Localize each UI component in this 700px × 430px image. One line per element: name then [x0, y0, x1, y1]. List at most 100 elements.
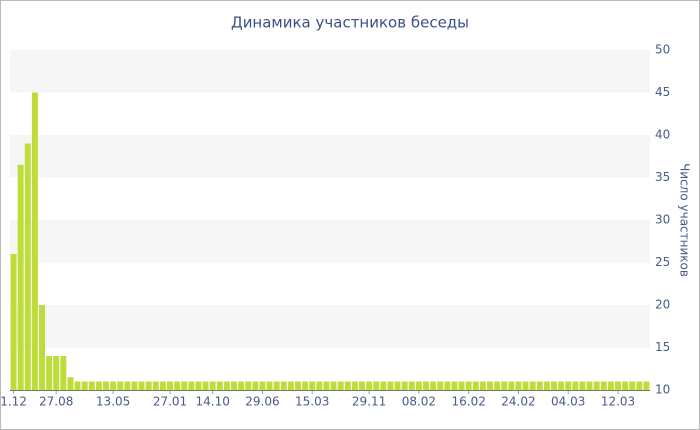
bar: [39, 305, 45, 390]
bar: [252, 381, 259, 390]
y-tick-label: 35: [655, 170, 670, 184]
x-tick-label: 16.02: [451, 395, 485, 409]
y-tick-label: 45: [655, 85, 670, 99]
bar: [558, 381, 565, 390]
bar: [67, 377, 74, 390]
bar: [124, 381, 131, 390]
bar: [209, 381, 216, 390]
bar: [117, 381, 124, 390]
bar: [280, 381, 287, 390]
bar: [287, 381, 294, 390]
y-tick-label: 50: [655, 43, 670, 57]
bar: [401, 381, 408, 390]
bar: [551, 381, 557, 390]
bar: [273, 381, 280, 390]
bar: [302, 381, 309, 390]
bar: [316, 381, 323, 390]
bar: [223, 381, 230, 390]
bar: [174, 381, 181, 390]
grid-band: [10, 305, 650, 348]
bar: [359, 381, 365, 390]
bar: [444, 381, 451, 390]
bar: [145, 381, 152, 390]
bar: [501, 381, 508, 390]
y-tick-label: 15: [655, 340, 670, 354]
bar: [465, 381, 472, 390]
bar: [394, 381, 401, 390]
x-tick-label: 08.02: [402, 395, 436, 409]
bar: [615, 381, 621, 390]
bar: [216, 381, 223, 390]
bar: [572, 381, 579, 390]
bar: [565, 381, 572, 390]
bar: [24, 143, 31, 390]
bar: [487, 381, 493, 390]
bar: [195, 381, 202, 390]
bar: [579, 381, 586, 390]
bar: [74, 381, 81, 390]
x-tick-label: 13.05: [96, 395, 130, 409]
bar: [472, 381, 479, 390]
bar: [515, 381, 522, 390]
bar: [607, 381, 614, 390]
bar: [53, 356, 60, 390]
bar: [586, 381, 593, 390]
bar: [408, 381, 415, 390]
bar: [351, 381, 358, 390]
bar: [188, 381, 195, 390]
bar: [266, 381, 273, 390]
grid-band: [10, 220, 650, 263]
x-tick-label: 04.03: [551, 395, 585, 409]
x-tick-label: 15.03: [295, 395, 329, 409]
bar: [380, 381, 387, 390]
bar: [522, 381, 529, 390]
bar: [593, 381, 600, 390]
x-tick-label: 27.08: [39, 395, 73, 409]
bar: [536, 381, 543, 390]
y-tick-label: 30: [655, 213, 670, 227]
bar: [152, 381, 159, 390]
x-tick-label: 1.12: [0, 395, 27, 409]
bar: [238, 381, 245, 390]
bar: [330, 381, 337, 390]
bar: [181, 381, 188, 390]
bar: [159, 381, 166, 390]
bar: [508, 381, 515, 390]
y-tick-label: 40: [655, 128, 670, 142]
bar: [31, 92, 38, 390]
bar: [373, 381, 380, 390]
y-axis-label: Число участников: [678, 163, 692, 277]
bar: [387, 381, 394, 390]
y-tick-label: 25: [655, 255, 670, 269]
grid-band: [10, 50, 650, 93]
bar: [259, 381, 266, 390]
y-tick-label: 10: [655, 383, 670, 397]
bar: [494, 381, 501, 390]
x-tick-label: 27.01: [153, 395, 187, 409]
bar: [415, 381, 422, 390]
bar: [245, 381, 252, 390]
x-tick-label: 12.03: [601, 395, 635, 409]
bar: [451, 381, 458, 390]
x-tick-label: 14.10: [195, 395, 229, 409]
x-tick-label: 24.02: [501, 395, 535, 409]
bar: [636, 381, 643, 390]
bar: [131, 381, 138, 390]
bar: [643, 381, 650, 390]
bar: [309, 381, 316, 390]
bar: [60, 356, 67, 390]
bar: [202, 381, 209, 390]
y-tick-label: 20: [655, 298, 670, 312]
x-tick-label: 29.06: [245, 395, 279, 409]
bar: [295, 381, 301, 390]
bar: [103, 381, 109, 390]
bar: [95, 381, 102, 390]
bar: [46, 356, 53, 390]
x-tick-label: 29.11: [352, 395, 386, 409]
bar: [323, 381, 330, 390]
bar: [437, 381, 444, 390]
bar: [231, 381, 237, 390]
bar: [81, 381, 88, 390]
bar: [344, 381, 351, 390]
